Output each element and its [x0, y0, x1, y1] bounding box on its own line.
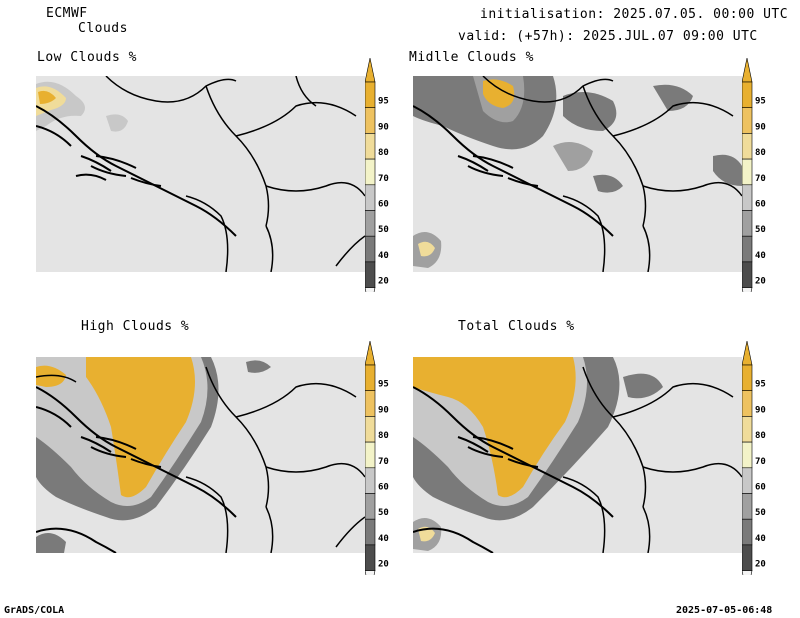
- colorbar-top-arrow: [364, 340, 376, 366]
- colorbar-segment: [741, 518, 753, 546]
- colorbar-top-arrow: [741, 57, 753, 83]
- colorbar-segment: [741, 133, 753, 160]
- panel-title-low: Low Clouds %: [37, 50, 137, 65]
- colorbar-label: 95: [755, 97, 766, 107]
- colorbar-label: 70: [378, 174, 389, 184]
- colorbar-segment: [741, 158, 753, 186]
- panel-title-high: High Clouds %: [81, 319, 190, 334]
- colorbar-label: 60: [755, 200, 766, 210]
- colorbar-segment: [364, 493, 376, 520]
- colorbar-segment: [364, 235, 376, 263]
- colorbar-label: 95: [378, 380, 389, 390]
- map-panel-middle: [413, 76, 742, 272]
- colorbar-segment: [364, 210, 376, 237]
- colorbar-middle: 20 40 50 60 70 80 90 95: [741, 57, 782, 312]
- valid-time: valid: (+57h): 2025.JUL.07 09:00 UTC: [458, 29, 758, 44]
- colorbar-label: 20: [378, 277, 389, 287]
- colorbar-segment: [741, 416, 753, 443]
- colorbar-svg: 20 40 50 60 70 80 90 95: [364, 57, 389, 312]
- colorbar-label: 60: [378, 200, 389, 210]
- colorbar-total: 20 40 50 60 70 80 90 95: [741, 340, 782, 595]
- colorbar-svg: 20 40 50 60 70 80 90 95: [364, 340, 389, 595]
- colorbar-segment: [741, 107, 753, 134]
- colorbar-top-arrow: [364, 57, 376, 83]
- colorbar-bottom-arrow: [364, 287, 376, 312]
- colorbar-segment: [364, 261, 376, 288]
- colorbar-bottom-arrow: [741, 287, 753, 312]
- colorbar-label: 60: [378, 483, 389, 493]
- colorbar-label: 40: [378, 534, 389, 544]
- colorbar-segment: [364, 184, 376, 211]
- colorbar-high: 20 40 50 60 70 80 90 95: [364, 340, 405, 595]
- colorbar-segment: [741, 364, 753, 392]
- colorbar-label: 20: [755, 277, 766, 287]
- colorbar-segment: [741, 184, 753, 211]
- map-panel-total: [413, 357, 742, 553]
- colorbar-segment: [741, 261, 753, 288]
- colorbar-top-arrow: [741, 340, 753, 366]
- colorbar-low: 20 40 50 60 70 80 90 95: [364, 57, 405, 312]
- colorbar-label: 70: [755, 457, 766, 467]
- colorbar-label: 70: [755, 174, 766, 184]
- footer-timestamp: 2025-07-05-06:48: [676, 605, 773, 616]
- footer-software: GrADS/COLA: [4, 605, 65, 616]
- colorbar-segment: [741, 81, 753, 109]
- colorbar-label: 20: [755, 560, 766, 570]
- colorbar-label: 20: [378, 560, 389, 570]
- colorbar-segment: [364, 81, 376, 109]
- colorbar-label: 40: [378, 251, 389, 261]
- colorbar-label: 95: [755, 380, 766, 390]
- init-time: initialisation: 2025.07.05. 00:00 UTC: [480, 7, 789, 22]
- colorbar-segment: [741, 235, 753, 263]
- colorbar-segment: [741, 467, 753, 494]
- map-total: [413, 357, 742, 553]
- colorbar-label: 50: [755, 225, 766, 235]
- colorbar-segment: [364, 441, 376, 469]
- colorbar-label: 70: [378, 457, 389, 467]
- panel-title-total: Total Clouds %: [458, 319, 575, 334]
- colorbar-label: 80: [378, 431, 389, 441]
- colorbar-label: 60: [755, 483, 766, 493]
- colorbar-segment: [741, 493, 753, 520]
- colorbar-segment: [741, 544, 753, 571]
- colorbar-label: 40: [755, 534, 766, 544]
- colorbar-segment: [364, 364, 376, 392]
- colorbar-segment: [364, 390, 376, 417]
- colorbar-label: 90: [755, 122, 766, 132]
- colorbar-segment: [364, 416, 376, 443]
- colorbar-segment: [741, 390, 753, 417]
- colorbar-bottom-arrow: [364, 570, 376, 595]
- colorbar-segment: [741, 441, 753, 469]
- colorbar-label: 95: [378, 97, 389, 107]
- colorbar-segment: [364, 158, 376, 186]
- colorbar-label: 90: [378, 405, 389, 415]
- model-name: ECMWF: [46, 6, 88, 21]
- map-low: [36, 76, 365, 272]
- colorbar-label: 80: [755, 148, 766, 158]
- colorbar-label: 90: [755, 405, 766, 415]
- panel-title-middle: Midlle Clouds %: [409, 50, 534, 65]
- colorbar-label: 40: [755, 251, 766, 261]
- map-panel-low: [36, 76, 365, 272]
- colorbar-segment: [741, 210, 753, 237]
- colorbar-svg: 20 40 50 60 70 80 90 95: [741, 340, 766, 595]
- colorbar-label: 50: [755, 508, 766, 518]
- colorbar-segment: [364, 518, 376, 546]
- colorbar-segment: [364, 544, 376, 571]
- map-high: [36, 357, 365, 553]
- colorbar-segment: [364, 467, 376, 494]
- map-middle: [413, 76, 742, 272]
- colorbar-label: 80: [755, 431, 766, 441]
- colorbar-label: 90: [378, 122, 389, 132]
- colorbar-svg: 20 40 50 60 70 80 90 95: [741, 57, 766, 312]
- map-panel-high: [36, 357, 365, 553]
- colorbar-bottom-arrow: [741, 570, 753, 595]
- colorbar-label: 80: [378, 148, 389, 158]
- product-name: Clouds: [78, 21, 128, 36]
- colorbar-segment: [364, 107, 376, 134]
- colorbar-segment: [364, 133, 376, 160]
- colorbar-label: 50: [378, 225, 389, 235]
- colorbar-label: 50: [378, 508, 389, 518]
